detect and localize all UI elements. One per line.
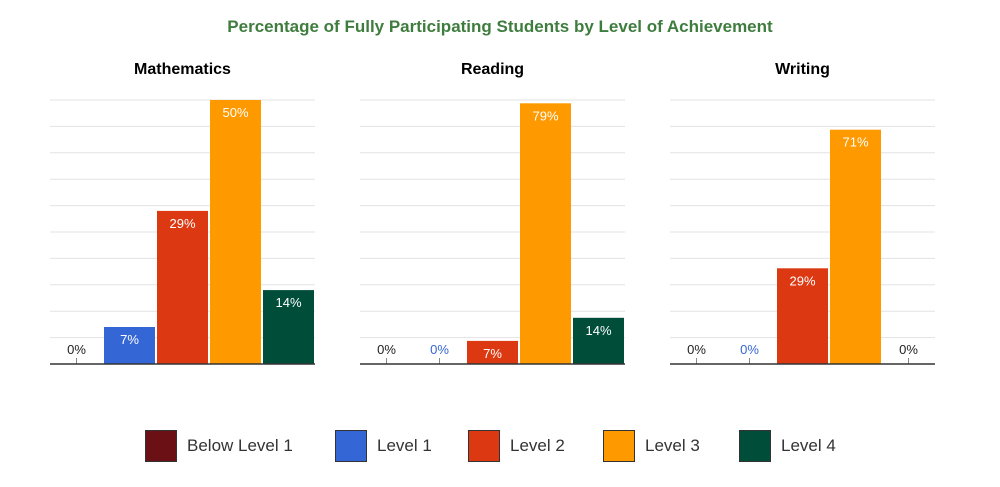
reading-chart-title: Reading	[461, 61, 524, 78]
charts-canvas: Mathematics 0% 7% 29% 50% 14% Reading 0% 0% 7% 79%…	[50, 61, 935, 365]
legend-label: Below Level 1	[187, 436, 293, 455]
reading-bar-level-1-label: 0%	[430, 342, 449, 357]
legend-label: Level 3	[645, 436, 700, 455]
writing-bar-level-2-label: 29%	[789, 273, 815, 288]
reading-bar-level-4-label: 14%	[585, 323, 611, 338]
legend: Below Level 1 Level 1 Level 2 Level 3 Level …	[0, 428, 1000, 468]
mathematics-bar-level-1-label: 7%	[120, 332, 139, 347]
writing-bar-level-3	[830, 129, 881, 364]
mathematics-bar-level-4	[263, 290, 314, 364]
legend-swatch	[468, 430, 500, 462]
legend-swatch	[603, 430, 635, 462]
writing-bar-below-level-1-label: 0%	[687, 342, 706, 357]
mathematics-bar-level-4-label: 14%	[275, 295, 301, 310]
mathematics-bar-level-2-label: 29%	[169, 216, 195, 231]
mathematics-bar-level-2	[157, 210, 208, 364]
reading-bar-level-3	[520, 103, 571, 365]
reading-bar-level-2	[467, 340, 518, 364]
mathematics-bar-below-level-1-label: 0%	[67, 342, 86, 357]
writing-chart-title: Writing	[775, 61, 830, 78]
reading-bar-level-2-label: 7%	[483, 346, 502, 361]
legend-swatch	[335, 430, 367, 462]
legend-label: Level 4	[781, 436, 836, 455]
writing-bar-level-3-label: 71%	[842, 135, 868, 150]
figure-title: Percentage of Fully Participating Studen…	[227, 17, 773, 36]
reading-bar-below-level-1-label: 0%	[377, 342, 396, 357]
reading-bar-level-4	[573, 317, 624, 364]
mathematics-bar-level-3-label: 50%	[222, 105, 248, 120]
reading-bar-level-3-label: 79%	[532, 108, 558, 123]
legend-swatch	[739, 430, 771, 462]
mathematics-bar-level-3	[210, 100, 261, 364]
writing-bar-level-1-label: 0%	[740, 342, 759, 357]
mathematics-bar-level-1	[104, 327, 155, 364]
legend-label: Level 2	[510, 436, 565, 455]
legend-swatch	[145, 430, 177, 462]
mathematics-chart-title: Mathematics	[134, 61, 231, 78]
legend-label: Level 1	[377, 436, 432, 455]
writing-bar-level-2	[777, 268, 828, 364]
writing-bar-level-4-label: 0%	[899, 342, 918, 357]
